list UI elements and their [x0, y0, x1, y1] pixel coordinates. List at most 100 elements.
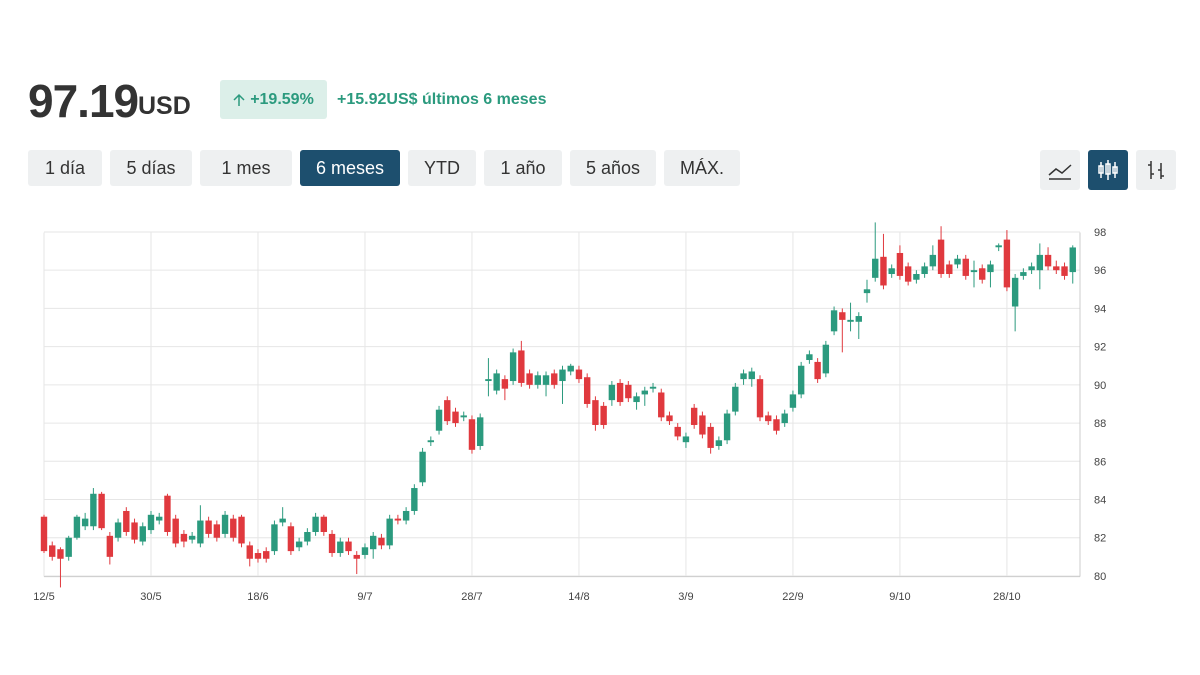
candle-body: [855, 316, 862, 322]
candle-body: [987, 264, 994, 273]
candle-body: [690, 407, 698, 425]
range-button[interactable]: 5 días: [110, 150, 192, 186]
candle-body: [863, 289, 871, 294]
candle-body: [1003, 239, 1011, 288]
candle-body: [979, 268, 986, 280]
x-tick-label: 28/10: [993, 591, 1021, 603]
range-button[interactable]: 5 años: [570, 150, 656, 186]
range-button[interactable]: 1 mes: [200, 150, 292, 186]
candle-body: [616, 382, 624, 403]
candle-body: [954, 258, 961, 265]
range-button[interactable]: 6 meses: [300, 150, 400, 186]
candle-body: [57, 549, 64, 559]
candle-body: [707, 426, 714, 448]
candle-body: [197, 520, 204, 544]
candle-body: [65, 537, 72, 557]
candle-body: [90, 493, 97, 527]
candle-body: [205, 520, 212, 534]
candle-body: [592, 400, 599, 425]
candle-body: [814, 361, 821, 380]
x-tick-label: 9/7: [357, 591, 372, 603]
candle-body: [238, 516, 245, 544]
candle-body: [230, 518, 237, 538]
change-summary: +15.92US$ últimos 6 meses: [337, 91, 546, 109]
candle-body: [493, 373, 500, 391]
candle-body: [608, 384, 616, 401]
candle-body: [114, 522, 122, 538]
candle-body: [1028, 266, 1035, 271]
range-button[interactable]: 1 día: [28, 150, 102, 186]
candle-body: [378, 537, 385, 546]
currency: USD: [138, 92, 191, 120]
candle-body: [213, 524, 221, 538]
y-tick-label: 88: [1094, 418, 1106, 430]
candle-body: [600, 405, 607, 425]
candle-body: [320, 516, 328, 533]
candle-body: [156, 516, 163, 521]
line-chart-button[interactable]: [1040, 150, 1080, 190]
candle-body: [921, 266, 928, 275]
candle-body: [830, 310, 838, 332]
candle-body: [419, 451, 426, 483]
candle-body: [526, 373, 533, 385]
candle-body: [40, 516, 48, 552]
candle-body: [180, 533, 188, 542]
candle-body: [723, 413, 731, 441]
candle-body: [904, 266, 912, 282]
candle-body: [666, 415, 673, 422]
candle-body: [625, 384, 632, 399]
candle-body: [485, 379, 492, 382]
candle-body: [583, 377, 591, 404]
candle-body: [773, 419, 780, 431]
candle-body: [937, 239, 945, 275]
candle-body: [295, 541, 303, 548]
y-tick-label: 82: [1094, 533, 1106, 545]
candle-body: [271, 524, 278, 552]
candle-body: [748, 371, 755, 380]
candle-body: [394, 518, 402, 521]
candle-body: [995, 245, 1002, 248]
candle-body: [1011, 277, 1019, 307]
candle-body: [715, 440, 723, 447]
y-tick-label: 92: [1094, 342, 1106, 354]
candle-body: [509, 352, 517, 382]
bar-chart-button[interactable]: [1136, 150, 1176, 190]
candle-body: [756, 379, 764, 418]
candle-body: [147, 514, 155, 531]
candle-body: [254, 553, 262, 559]
candle-body: [444, 400, 451, 422]
candle-body: [370, 535, 377, 550]
candle-body: [476, 417, 484, 447]
candle-body: [411, 488, 418, 511]
range-button[interactable]: YTD: [408, 150, 476, 186]
candle-body: [460, 415, 467, 418]
candle-body: [888, 268, 895, 275]
candle-body: [929, 254, 937, 267]
candle-body: [682, 436, 690, 443]
candle-body: [452, 411, 459, 424]
candle-body: [337, 541, 344, 554]
candle-body: [542, 375, 550, 385]
candle-body: [172, 518, 179, 544]
change-period: últimos 6 meses: [421, 91, 547, 108]
candle-body: [789, 394, 797, 408]
change-currency: US$: [386, 91, 418, 108]
candle-body: [287, 526, 295, 552]
candle-body: [427, 440, 435, 443]
candle-body: [1020, 272, 1027, 276]
candle-chart-button[interactable]: [1088, 150, 1128, 190]
change-badge: +19.59%: [220, 80, 327, 119]
candle-body: [534, 375, 541, 385]
y-tick-label: 96: [1094, 265, 1106, 277]
x-tick-label: 18/6: [247, 591, 268, 603]
candle-body: [402, 510, 410, 521]
candle-body: [164, 495, 171, 533]
range-button[interactable]: MÁX.: [664, 150, 740, 186]
candle-body: [872, 258, 879, 278]
candle-body: [633, 396, 640, 403]
candle-body: [468, 419, 476, 450]
range-button[interactable]: 1 año: [484, 150, 562, 186]
candle-body: [740, 373, 747, 380]
candle-body: [806, 354, 813, 361]
